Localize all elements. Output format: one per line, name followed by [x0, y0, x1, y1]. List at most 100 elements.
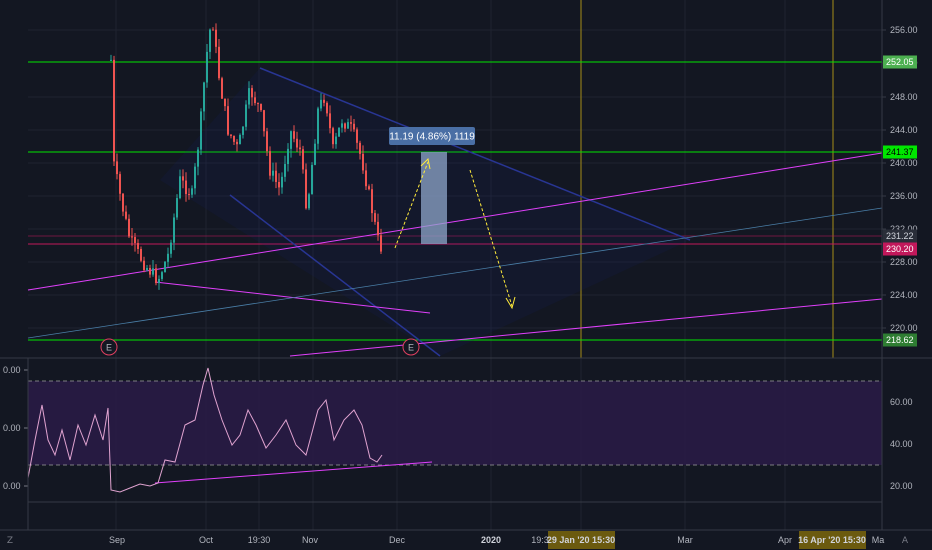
price-tag-label: 241.37: [886, 147, 914, 157]
candle-body: [350, 122, 352, 124]
candle-body: [368, 186, 370, 190]
candle-body: [329, 113, 331, 129]
candle-body: [296, 138, 298, 148]
candle-body: [194, 166, 196, 189]
measure-label-box: [389, 127, 475, 145]
time-tick-label: 19:3: [531, 535, 549, 545]
rsi-pane[interactable]: [27, 367, 882, 493]
candle-body: [269, 151, 271, 176]
candle-body: [224, 98, 226, 107]
candle-body: [233, 135, 235, 142]
candle-body: [332, 128, 334, 145]
earnings-marker-1[interactable]: E: [100, 338, 118, 356]
candle-body: [227, 106, 229, 135]
candle-body: [248, 88, 250, 105]
trendline-long[interactable]: [27, 207, 883, 339]
price-tag-box: [883, 242, 917, 256]
candle-body: [128, 218, 130, 237]
price-tick-label: 240.00: [890, 158, 918, 168]
rsi-trendline[interactable]: [154, 461, 433, 484]
candle-body: [293, 131, 295, 139]
candle-body: [359, 142, 361, 154]
candle-body: [245, 104, 247, 127]
candle-body: [197, 149, 199, 167]
time-highlight-box: [799, 531, 866, 549]
auto-scale-icon[interactable]: A: [902, 536, 909, 546]
earnings-marker-label: E: [408, 343, 414, 353]
candlestick-series[interactable]: [110, 23, 382, 290]
rsi-tick-label: 60.00: [890, 397, 913, 407]
time-axis-ticks: Sep Oct 19:30 Nov Dec 2020 19:3 Mar Apr Ma: [109, 535, 884, 545]
time-highlight-label: 29 Jan '20 15:30: [547, 535, 615, 545]
candle-body: [200, 111, 202, 150]
candle-body: [155, 268, 157, 284]
arrow-down-icon[interactable]: [469, 169, 516, 310]
candle-body: [164, 261, 166, 273]
time-axis[interactable]: Sep Oct 19:30 Nov Dec 2020 19:3 Mar Apr Ma 29 Jan…: [0, 529, 932, 550]
candle-body: [356, 129, 358, 143]
candle-body: [122, 193, 124, 212]
candle-body: [281, 176, 283, 188]
candle-body: [116, 161, 118, 175]
price-axis[interactable]: 256.00252.00248.00244.00240.00236.00232.…: [881, 0, 918, 530]
price-axis-tags: 252.05 241.37 231.22 230.20 218.62: [883, 55, 917, 347]
candle-body: [185, 180, 187, 195]
candle-body: [326, 102, 328, 114]
candle-body: [335, 136, 337, 145]
rsi-band: [28, 381, 882, 465]
candle-body: [119, 174, 121, 194]
candle-body: [239, 134, 241, 145]
price-tick-label: 220.00: [890, 323, 918, 333]
candle-body: [290, 131, 292, 149]
price-tag-label: 252.05: [886, 57, 914, 67]
price-tick-label: 228.00: [890, 257, 918, 267]
candle-body: [374, 213, 376, 222]
price-tag-label: 230.20: [886, 244, 914, 254]
candle-body: [179, 176, 181, 199]
time-tick-label: Dec: [389, 535, 406, 545]
price-tag-label: 218.62: [886, 335, 914, 345]
candle-body: [299, 147, 301, 150]
candle-body: [323, 99, 325, 103]
candle-body: [257, 103, 259, 105]
trendline-support-lower[interactable]: [289, 298, 883, 357]
earnings-marker-2[interactable]: E: [402, 338, 420, 356]
price-tick-label: 236.00: [890, 191, 918, 201]
candle-body: [371, 189, 373, 214]
candle-body: [311, 164, 313, 195]
candle-body: [302, 149, 304, 170]
candle-body: [341, 123, 343, 128]
candle-body: [260, 104, 262, 111]
candle-body: [353, 123, 355, 130]
candle-body: [272, 170, 274, 176]
channel-upper-line[interactable]: [259, 67, 691, 241]
price-tag-label: 231.22: [886, 231, 914, 241]
price-tag-box: [883, 333, 917, 347]
rsi-line[interactable]: [27, 367, 383, 493]
measure-box[interactable]: [421, 152, 447, 244]
candle-body: [203, 82, 205, 112]
zoom-icon[interactable]: Z: [7, 536, 13, 546]
trendline-support-upper[interactable]: [27, 152, 883, 291]
price-pane[interactable]: 11.19 (4.86%) 1119 E E: [27, 0, 883, 358]
earnings-marker-label: E: [106, 343, 112, 353]
candle-body: [152, 268, 154, 275]
candle-body: [275, 170, 277, 182]
time-highlight-label: 16 Apr '20 15:30: [798, 535, 866, 545]
time-highlight-jan: 29 Jan '20 15:30: [547, 531, 615, 549]
price-tick-label: 224.00: [890, 290, 918, 300]
candle-body: [317, 108, 319, 144]
arrow-up-icon[interactable]: [394, 157, 431, 249]
time-tick-label: Apr: [778, 535, 792, 545]
channel-lower-line[interactable]: [229, 194, 441, 357]
time-tick-label: Sep: [109, 535, 125, 545]
candle-body: [170, 242, 172, 254]
time-tick-label: Ma: [872, 535, 885, 545]
candle-body: [161, 272, 163, 279]
candle-body: [218, 46, 220, 79]
candle-body: [278, 181, 280, 188]
candle-body: [176, 198, 178, 218]
candle-body: [146, 267, 148, 271]
time-tick-label: Oct: [199, 535, 214, 545]
